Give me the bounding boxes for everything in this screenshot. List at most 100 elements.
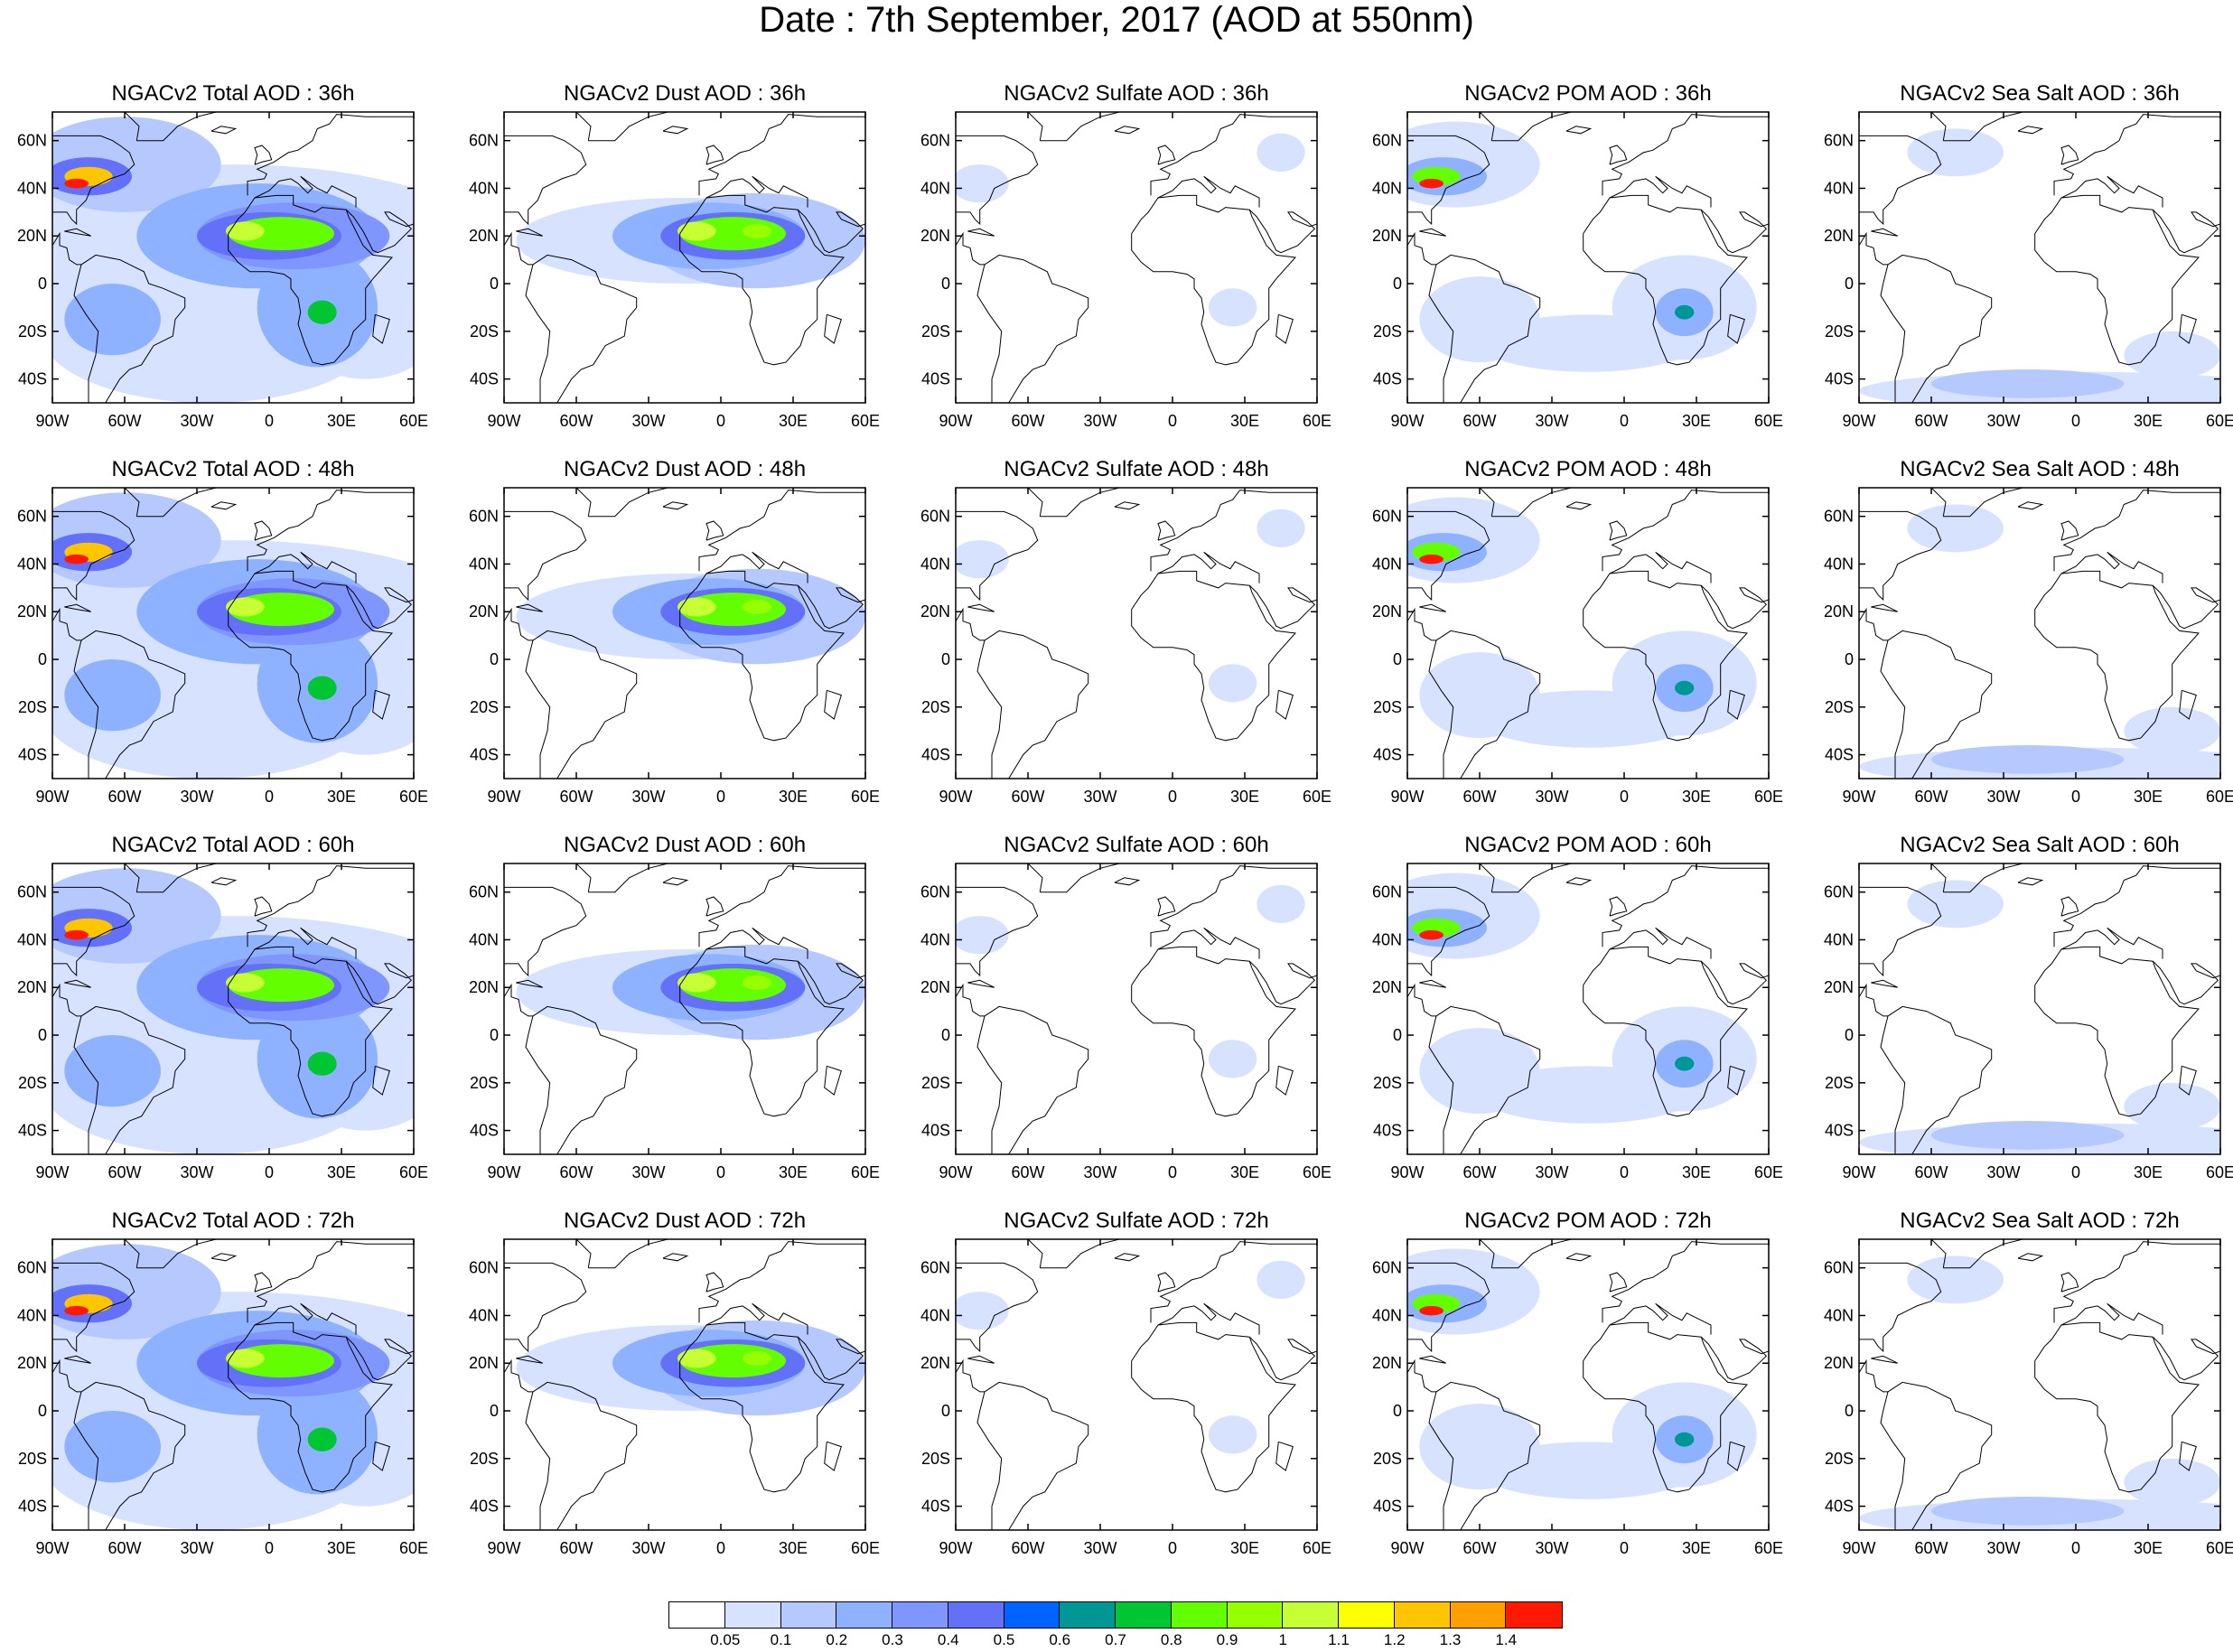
- coastlines: [52, 863, 414, 1154]
- coastline-samerica: [1428, 1381, 1541, 1530]
- map-panel: NGACv2 Dust AOD : 36h 60N 40N 20N 0 20S 40S 90W…: [452, 81, 880, 434]
- colorbar-swatch: [892, 1602, 948, 1628]
- coastline-samerica: [1428, 630, 1541, 779]
- coastline-madagascar: [2179, 313, 2197, 344]
- coastline-europe: [1150, 1241, 1317, 1323]
- coastline-iceland: [2017, 1253, 2044, 1262]
- aod-map: 60N 40N 20N 0 20S 40S 90W 60W 30W 0 30E 60E: [1372, 111, 1783, 430]
- lon-tick-label: 90W: [487, 1163, 520, 1181]
- colorbar-label: 0.1: [770, 1631, 792, 1648]
- lat-tick-label: 20N: [920, 602, 950, 621]
- coastline-med: [1157, 1302, 1260, 1335]
- map-frame: [503, 863, 866, 1155]
- coastline-europe: [1150, 865, 1317, 947]
- lat-tick-label: 0: [490, 1402, 499, 1420]
- aod-contour: [64, 284, 161, 356]
- lat-tick-label: 0: [941, 1402, 950, 1420]
- aod-contour: [1675, 304, 1695, 320]
- coastline-uk: [705, 520, 724, 541]
- coastline-samerica: [525, 630, 638, 779]
- aod-contour: [1907, 128, 2004, 177]
- coastline-med: [705, 927, 808, 959]
- coastline-iceland: [210, 126, 238, 135]
- lon-tick-label: 90W: [35, 1163, 69, 1181]
- coastline-mideast: [797, 209, 865, 254]
- lon-tick-label: 30E: [1230, 788, 1259, 806]
- lat-tick-label: 20S: [1373, 1074, 1402, 1092]
- aod-field: [52, 868, 414, 1154]
- lon-tick-label: 90W: [487, 788, 520, 806]
- lon-tick-label: 60W: [559, 788, 593, 806]
- coastline-mideast: [345, 584, 414, 630]
- lon-tick-label: 60E: [2206, 1539, 2233, 1557]
- coastline-samerica: [73, 1381, 186, 1530]
- lon-tick-label: 90W: [1842, 1539, 1875, 1557]
- aod-contour: [64, 929, 89, 940]
- lat-tick-label: 20S: [1373, 698, 1402, 716]
- coastline-uk: [254, 145, 273, 165]
- colorbar-label: 0.7: [1105, 1631, 1126, 1648]
- lat-tick-label: 20N: [920, 1354, 950, 1372]
- lon-tick-label: 60E: [851, 1163, 880, 1181]
- colorbar-swatch: [1227, 1602, 1284, 1628]
- lat-tick-label: 40S: [18, 370, 47, 388]
- lon-tick-label: 30W: [180, 1539, 213, 1557]
- lat-tick-label: 20N: [1824, 227, 1854, 245]
- map-panel: NGACv2 POM AOD : 60h 60N 40N 20N 0 20S 40S 90W 6…: [1355, 833, 1783, 1185]
- aod-map: 60N 40N 20N 0 20S 40S 90W 60W 30W 0 30E 60E: [469, 111, 880, 430]
- lon-tick-label: 0: [716, 1163, 725, 1181]
- lat-tick-label: 20S: [18, 322, 47, 341]
- coastline-iceland: [1114, 877, 1141, 886]
- coastline-europe: [2053, 865, 2220, 947]
- lon-tick-label: 30E: [779, 412, 808, 430]
- coastlines: [1407, 1239, 1769, 1530]
- aod-map: 60N 40N 20N 0 20S 40S 90W 60W 30W 0 30E 60E: [1372, 487, 1783, 806]
- lat-tick-label: 60N: [1824, 132, 1854, 150]
- aod-contour: [1209, 288, 1257, 327]
- coastline-cuba: [967, 979, 995, 988]
- coastline-iceland: [2017, 501, 2044, 510]
- aod-map: 60N 40N 20N 0 20S 40S 90W 60W 30W 0 30E 60E: [17, 863, 428, 1181]
- aod-field: [516, 944, 865, 1041]
- lon-tick-label: 0: [265, 1163, 274, 1181]
- aod-field: [516, 192, 865, 289]
- lon-tick-label: 60W: [1462, 1539, 1496, 1557]
- coastline-namerica: [52, 510, 135, 602]
- aod-map: 60N 40N 20N 0 20S 40S 90W 60W 30W 0 30E 60E: [1824, 1238, 2233, 1557]
- lon-tick-label: 90W: [35, 788, 69, 806]
- coastline-central: [956, 1358, 985, 1393]
- coastline-samerica: [976, 1381, 1089, 1530]
- coastline-med: [2060, 175, 2163, 208]
- lon-tick-label: 0: [1620, 412, 1629, 430]
- lon-tick-label: 30W: [1535, 1163, 1568, 1181]
- aod-map: 60N 40N 20N 0 20S 40S 90W 60W 30W 0 30E 60E: [17, 1238, 428, 1557]
- coastline-samerica: [525, 1381, 638, 1530]
- lon-tick-label: 60W: [107, 1163, 141, 1181]
- aod-map: 60N 40N 20N 0 20S 40S 90W 60W 30W 0 30E 60E: [469, 863, 880, 1181]
- lon-tick-label: 30E: [1682, 412, 1711, 430]
- coastlines: [1859, 112, 2220, 403]
- aod-contour: [1257, 509, 1305, 547]
- lat-tick-label: 60N: [920, 132, 950, 150]
- aod-map: 60N 40N 20N 0 20S 40S 90W 60W 30W 0 30E 60E: [920, 863, 1331, 1181]
- lon-tick-label: 30E: [327, 1539, 356, 1557]
- coastline-cuba: [1871, 228, 1898, 237]
- coastline-cuba: [516, 228, 543, 237]
- coastline-med: [2060, 1302, 2163, 1335]
- coastline-namerica: [956, 510, 1039, 602]
- panel-title: NGACv2 POM AOD : 36h: [1464, 81, 1712, 106]
- coastline-cuba: [1419, 228, 1446, 237]
- lon-tick-label: 30W: [180, 1163, 213, 1181]
- coastline-europe: [698, 865, 865, 947]
- coastline-iceland: [662, 501, 689, 510]
- coastline-samerica: [976, 254, 1089, 403]
- coastline-central: [504, 983, 533, 1017]
- aod-map: 60N 40N 20N 0 20S 40S 90W 60W 30W 0 30E 60E: [469, 1238, 880, 1557]
- panel-title: NGACv2 Total AOD : 60h: [111, 833, 355, 857]
- coastline-iceland: [662, 877, 689, 886]
- coastline-madagascar: [2179, 1441, 2197, 1471]
- lon-tick-label: 30W: [1083, 412, 1116, 430]
- coastline-africa: [228, 570, 394, 742]
- lat-tick-label: 40N: [1372, 555, 1402, 573]
- lon-tick-label: 90W: [1390, 788, 1424, 806]
